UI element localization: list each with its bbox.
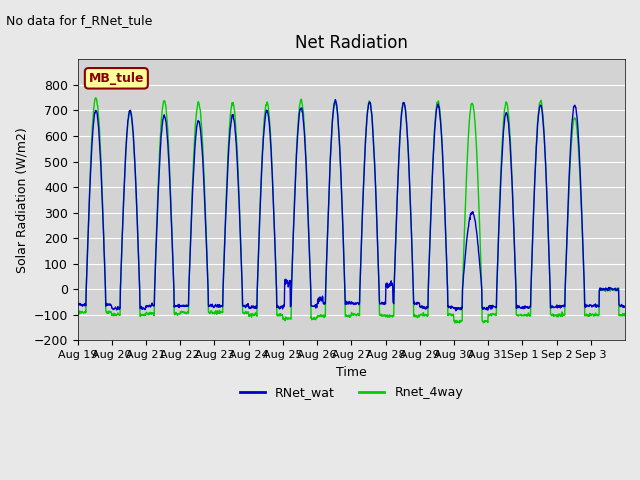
Text: No data for f_RNet_tule: No data for f_RNet_tule xyxy=(6,14,153,27)
Legend: RNet_wat, Rnet_4way: RNet_wat, Rnet_4way xyxy=(234,382,468,405)
RNet_wat xyxy=(74,301,81,307)
Rnet_4way xyxy=(561,312,568,317)
RNet_wat xyxy=(621,304,628,310)
RNet_wat xyxy=(332,97,339,103)
RNet_wat xyxy=(159,116,167,121)
Rnet_4way xyxy=(621,311,628,316)
RNet_wat xyxy=(481,306,488,312)
Rnet_4way xyxy=(337,176,345,181)
Title: Net Radiation: Net Radiation xyxy=(295,34,408,52)
Y-axis label: Solar Radiation (W/m2): Solar Radiation (W/m2) xyxy=(15,127,28,273)
Line: Rnet_4way: Rnet_4way xyxy=(77,98,625,323)
RNet_wat xyxy=(561,304,568,310)
RNet_wat xyxy=(452,308,460,313)
RNet_wat xyxy=(326,156,334,161)
Rnet_4way xyxy=(160,98,168,104)
Rnet_4way xyxy=(74,309,81,315)
RNet_wat xyxy=(337,173,345,179)
Text: MB_tule: MB_tule xyxy=(88,72,144,85)
RNet_wat xyxy=(614,286,622,292)
X-axis label: Time: Time xyxy=(336,366,367,379)
Rnet_4way xyxy=(614,287,622,293)
Rnet_4way xyxy=(451,320,459,326)
Rnet_4way xyxy=(327,151,335,157)
Rnet_4way xyxy=(481,318,488,324)
Rnet_4way xyxy=(92,95,99,101)
Line: RNet_wat: RNet_wat xyxy=(77,100,625,311)
